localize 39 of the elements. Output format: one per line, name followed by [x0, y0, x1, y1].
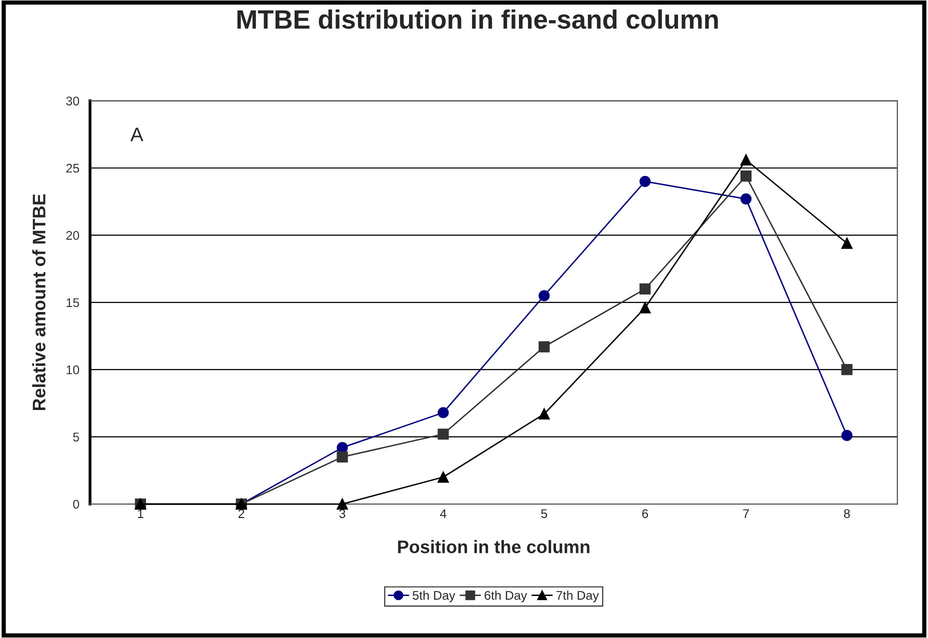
- y-tick-label: 10: [66, 365, 80, 374]
- point: [841, 430, 852, 442]
- point: [438, 472, 449, 483]
- point: [640, 283, 651, 295]
- y-tick-label: 0: [73, 500, 80, 509]
- x-tick-label: 8: [844, 509, 850, 518]
- point: [841, 364, 852, 376]
- legend-label: 7th Day: [556, 590, 599, 602]
- point: [538, 341, 550, 352]
- point: [336, 498, 348, 510]
- point: [740, 170, 752, 182]
- point: [538, 408, 550, 420]
- legend-label: 6th Day: [484, 590, 528, 602]
- x-tick-label: 5: [541, 509, 548, 518]
- point: [740, 193, 752, 204]
- legend-label: 5th Day: [412, 590, 456, 602]
- point: [640, 302, 651, 314]
- y-tick-label: 5: [73, 432, 80, 442]
- x-tick-label: 2: [238, 509, 244, 518]
- point: [841, 238, 852, 249]
- x-tick-label: 6: [642, 509, 648, 518]
- x-tick-label: 3: [339, 509, 346, 518]
- y-axis-title: Relative amount of MTBE: [32, 194, 46, 410]
- y-tick-label: 15: [66, 298, 80, 308]
- annotation: A: [130, 128, 144, 142]
- y-tick-label: 25: [66, 164, 80, 173]
- x-tick-label: 4: [440, 509, 446, 518]
- chart-title: MTBE distribution in fine-sand column: [237, 9, 718, 29]
- point: [438, 407, 449, 418]
- point: [336, 451, 348, 463]
- point: [438, 428, 449, 440]
- y-tick-label: 30: [66, 96, 80, 106]
- point: [538, 290, 550, 302]
- point: [640, 176, 651, 188]
- x-axis-title: Position in the column: [398, 540, 590, 554]
- x-tick-label: 7: [743, 509, 749, 518]
- y-tick-label: 20: [66, 231, 80, 240]
- x-tick-label: 1: [138, 509, 144, 518]
- point: [740, 154, 752, 166]
